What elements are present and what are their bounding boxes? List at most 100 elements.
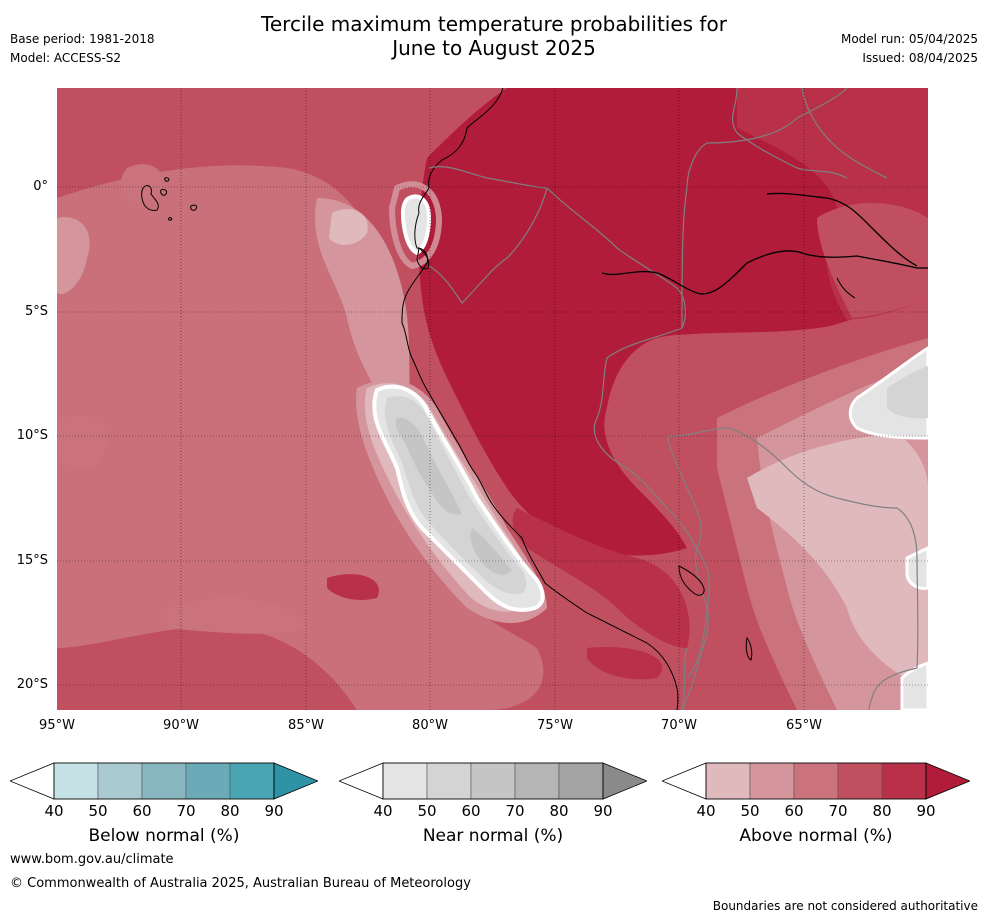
lon-label-85w: 85°W [288, 718, 324, 733]
lon-label-65w: 65°W [786, 718, 822, 733]
colorbar-above-ticks: 40 50 60 70 80 90 [662, 802, 970, 822]
lon-label-70w: 70°W [661, 718, 697, 733]
colorbar-near-ticks: 40 50 60 70 80 90 [339, 802, 647, 822]
colorbar-above-normal [662, 762, 970, 800]
ecuador-ring [388, 181, 443, 270]
meta-left: Base period: 1981-2018 Model: ACCESS-S2 [10, 31, 155, 69]
colorbar-above-tick: 60 [784, 802, 804, 820]
land-se-near-normal-2 [900, 661, 928, 710]
legend-label-near: Near normal (%) [422, 826, 564, 846]
colorbar-near-tick: 50 [417, 802, 437, 820]
model-name: Model: ACCESS-S2 [10, 51, 122, 65]
colorbar-below-ticks: 40 50 60 70 80 90 [10, 802, 318, 822]
colorbar-below-segment [53, 762, 99, 800]
colorbar-above-low-extend [662, 762, 707, 800]
offshore-patch-south [167, 597, 307, 634]
river-tributary [836, 277, 856, 299]
colorbar-near-frame [382, 762, 604, 800]
colorbar-below-tick: 80 [220, 802, 240, 820]
colorbar-above-segment [793, 762, 839, 800]
colorbar-below-high-extend [273, 762, 318, 800]
colorbar-above-segment [881, 762, 927, 800]
land-east-near-normal-core [887, 366, 928, 419]
lon-label-90w: 90°W [163, 718, 199, 733]
colorbar-above-tick: 70 [828, 802, 848, 820]
colorbar-near-tick: 80 [549, 802, 569, 820]
colorbar-above-tick: 90 [916, 802, 936, 820]
colorbar-near-segment [426, 762, 472, 800]
colorbar-below-segment [141, 762, 187, 800]
coastline [401, 88, 679, 710]
offshore-light-spot [329, 209, 368, 245]
gulf-of-guayaquil [416, 247, 430, 270]
colorbar-near-segment [558, 762, 604, 800]
colorbar-near-tick: 70 [505, 802, 525, 820]
lake-poopo [745, 636, 753, 661]
colorbar-below-tick: 70 [176, 802, 196, 820]
offshore-patch-60 [57, 415, 108, 470]
colorbar-near-tick: 90 [593, 802, 613, 820]
land-above-90 [418, 88, 928, 556]
colorbar-near-segment [514, 762, 560, 800]
colorbar-below-tick: 50 [88, 802, 108, 820]
colorbar-below-segment [185, 762, 231, 800]
colorbar-below-segment [229, 762, 275, 800]
near-normal-dark-core [395, 417, 462, 515]
border-colombia-brazil [681, 88, 848, 329]
map-title: Tercile maximum temperature probabilitie… [0, 12, 988, 60]
colorbar-below-low-extend [10, 762, 55, 800]
base-period: Base period: 1981-2018 [10, 32, 155, 46]
galapagos-south [168, 217, 173, 221]
colorbar-near-segment [470, 762, 516, 800]
border-venezuela [732, 88, 848, 179]
lat-label-20s: 20°S [16, 677, 48, 692]
colorbar-above-frame [705, 762, 927, 800]
lat-label-5s: 5°S [24, 304, 48, 319]
lon-label-95w: 95°W [39, 718, 75, 733]
border-bolivia-paraguay [868, 557, 919, 710]
lake-titicaca [678, 565, 705, 596]
boundary-disclaimer: Boundaries are not considered authoritat… [712, 899, 978, 913]
lat-label-10s: 10°S [16, 428, 48, 443]
colorbar-near-high-extend [602, 762, 647, 800]
title-line-2: June to August 2025 [392, 36, 596, 60]
probability-map [57, 88, 928, 710]
border-bolivia-brazil [666, 427, 918, 559]
amazon-river [601, 250, 928, 295]
colorbar-below-frame [53, 762, 275, 800]
meta-right: Model run: 05/04/2025 Issued: 08/04/2025 [841, 31, 978, 69]
lon-label-80w: 80°W [412, 718, 448, 733]
offshore-patch-dark [327, 574, 379, 600]
galapagos-north [164, 177, 170, 182]
colorbar-above-segment [705, 762, 751, 800]
colorbar-below-tick: 40 [44, 802, 64, 820]
offshore-band-60-70 [57, 165, 544, 710]
offshore-patch-west [57, 217, 90, 295]
galapagos-santa-cruz [160, 189, 168, 196]
galapagos-isabela [141, 185, 159, 211]
copyright: © Commonwealth of Australia 2025, Austra… [10, 876, 471, 891]
border-colombia-venezuela [801, 88, 888, 179]
galapagos-patch [121, 164, 163, 203]
border-peru-brazil [593, 327, 710, 679]
colorbar-near-low-extend [339, 762, 384, 800]
legend-label-below: Below normal (%) [88, 826, 240, 846]
colorbar-above-tick: 80 [872, 802, 892, 820]
colorbar-below-tick: 90 [264, 802, 284, 820]
lat-label-15s: 15°S [16, 553, 48, 568]
colorbar-above-segment [749, 762, 795, 800]
land-andes-dark [512, 508, 690, 648]
website-link[interactable]: www.bom.gov.au/climate [10, 852, 174, 867]
border-colombia-peru [546, 187, 686, 329]
colorbar-near-tick: 40 [373, 802, 393, 820]
colorbar-above-high-extend [925, 762, 970, 800]
border-ecuador-peru [428, 187, 548, 304]
near-normal-dark-core-2 [470, 528, 512, 575]
galapagos-san-cristobal [190, 204, 198, 211]
issued-date: Issued: 08/04/2025 [862, 51, 978, 65]
lat-label-0: 0° [33, 179, 48, 194]
colorbar-above-segment [837, 762, 883, 800]
colorbar-below-segment [97, 762, 143, 800]
colorbar-below-normal [10, 762, 318, 800]
colorbar-near-normal [339, 762, 647, 800]
